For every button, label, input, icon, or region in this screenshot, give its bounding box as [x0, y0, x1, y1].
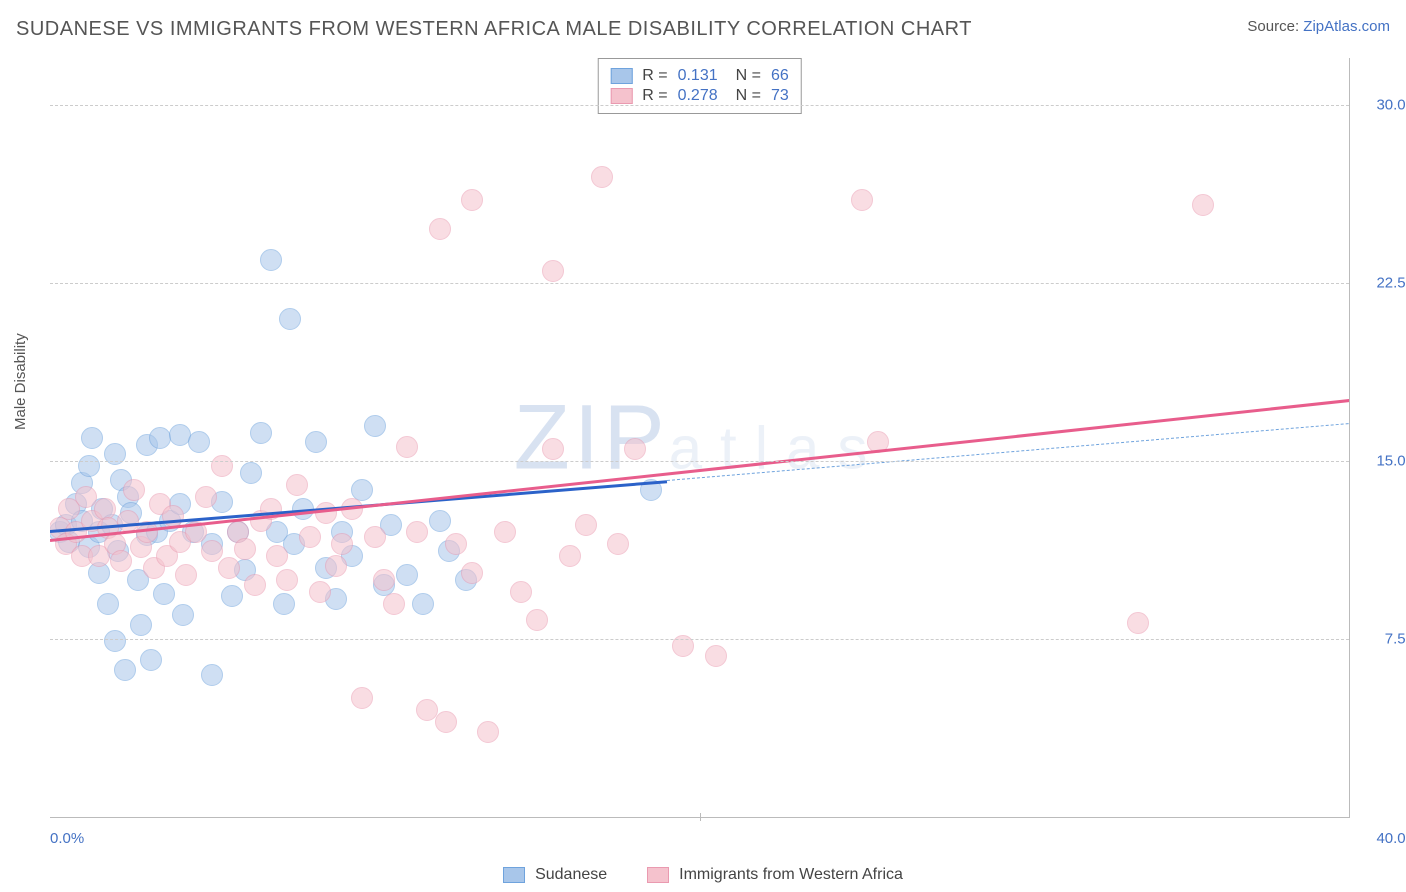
scatter-point: [416, 699, 438, 721]
scatter-point: [117, 510, 139, 532]
scatter-point: [244, 574, 266, 596]
regression-line: [667, 423, 1349, 481]
scatter-point: [575, 514, 597, 536]
scatter-point: [266, 545, 288, 567]
scatter-point: [78, 455, 100, 477]
scatter-point: [429, 218, 451, 240]
legend-item-series-2: Immigrants from Western Africa: [647, 866, 903, 884]
scatter-point: [211, 455, 233, 477]
scatter-point: [406, 521, 428, 543]
scatter-point: [273, 593, 295, 615]
scatter-point: [435, 711, 457, 733]
scatter-point: [279, 308, 301, 330]
scatter-point: [97, 593, 119, 615]
scatter-point: [510, 581, 532, 603]
scatter-point: [477, 721, 499, 743]
x-tick-min: 0.0%: [50, 830, 84, 847]
scatter-point: [373, 569, 395, 591]
scatter-point: [276, 569, 298, 591]
scatter-point: [153, 583, 175, 605]
swatch-icon: [647, 867, 669, 883]
scatter-point: [1127, 612, 1149, 634]
scatter-point: [110, 550, 132, 572]
scatter-point: [396, 436, 418, 458]
scatter-point: [429, 510, 451, 532]
scatter-point: [286, 474, 308, 496]
scatter-point: [309, 581, 331, 603]
scatter-point: [624, 438, 646, 460]
chart-container: SUDANESE VS IMMIGRANTS FROM WESTERN AFRI…: [0, 0, 1406, 892]
scatter-point: [221, 585, 243, 607]
scatter-point: [325, 555, 347, 577]
scatter-point: [305, 431, 327, 453]
scatter-point: [75, 486, 97, 508]
scatter-point: [705, 645, 727, 667]
scatter-point: [172, 604, 194, 626]
scatter-point: [123, 479, 145, 501]
legend-item-series-1: Sudanese: [503, 866, 607, 884]
gridline-horizontal: [50, 105, 1349, 106]
scatter-point: [591, 166, 613, 188]
x-mid-tick: [700, 813, 701, 821]
scatter-point: [260, 249, 282, 271]
y-tick-label: 7.5%: [1359, 631, 1406, 648]
plot-area: [50, 58, 1349, 817]
scatter-point: [130, 614, 152, 636]
scatter-point: [364, 415, 386, 437]
scatter-point: [218, 557, 240, 579]
scatter-point: [607, 533, 629, 555]
scatter-point: [195, 486, 217, 508]
scatter-point: [149, 427, 171, 449]
scatter-point: [140, 649, 162, 671]
scatter-point: [114, 659, 136, 681]
y-tick-label: 15.0%: [1359, 453, 1406, 470]
gridline-horizontal: [50, 639, 1349, 640]
y-tick-label: 30.0%: [1359, 97, 1406, 114]
scatter-point: [299, 526, 321, 548]
scatter-point: [412, 593, 434, 615]
scatter-point: [494, 521, 516, 543]
scatter-point: [315, 502, 337, 524]
chart-title: SUDANESE VS IMMIGRANTS FROM WESTERN AFRI…: [16, 18, 972, 41]
scatter-point: [104, 630, 126, 652]
scatter-point: [461, 189, 483, 211]
scatter-point: [445, 533, 467, 555]
scatter-point: [175, 564, 197, 586]
scatter-point: [201, 664, 223, 686]
scatter-point: [559, 545, 581, 567]
swatch-icon: [503, 867, 525, 883]
scatter-point: [81, 427, 103, 449]
x-tick-max: 40.0%: [1359, 830, 1406, 847]
gridline-horizontal: [50, 461, 1349, 462]
scatter-point: [461, 562, 483, 584]
scatter-point: [542, 438, 564, 460]
scatter-point: [1192, 194, 1214, 216]
y-tick-label: 22.5%: [1359, 275, 1406, 292]
y-axis-label: Male Disability: [12, 333, 29, 430]
scatter-point: [188, 431, 210, 453]
scatter-plot: ZIPatlas R = 0.131 N = 66 R = 0.278 N = …: [50, 58, 1350, 818]
gridline-horizontal: [50, 283, 1349, 284]
scatter-point: [851, 189, 873, 211]
scatter-point: [396, 564, 418, 586]
scatter-point: [383, 593, 405, 615]
scatter-point: [250, 422, 272, 444]
scatter-point: [526, 609, 548, 631]
scatter-point: [351, 687, 373, 709]
source-link[interactable]: ZipAtlas.com: [1303, 18, 1390, 35]
scatter-point: [364, 526, 386, 548]
scatter-point: [542, 260, 564, 282]
scatter-point: [234, 538, 256, 560]
scatter-point: [331, 533, 353, 555]
source-attribution: Source: ZipAtlas.com: [1247, 18, 1390, 35]
header: SUDANESE VS IMMIGRANTS FROM WESTERN AFRI…: [16, 18, 1390, 41]
series-legend: Sudanese Immigrants from Western Africa: [0, 866, 1406, 884]
scatter-point: [240, 462, 262, 484]
